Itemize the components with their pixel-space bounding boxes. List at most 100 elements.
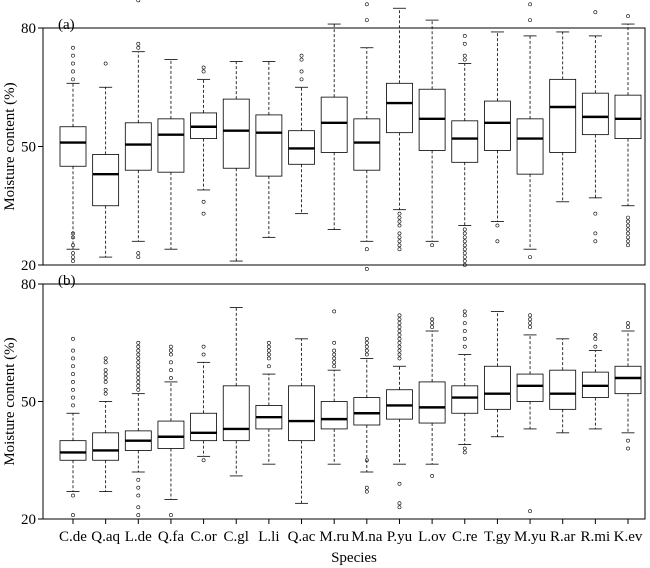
panel-b-box-m-na-outlier bbox=[364, 344, 369, 349]
panel-b-box-q-fa-outlier bbox=[169, 376, 173, 380]
panel-b-box-q-fa-iqr bbox=[157, 420, 185, 449]
panel-b-box-l-de-outlier bbox=[136, 485, 141, 490]
panel-a-box-l-de-outlier bbox=[136, 255, 141, 260]
panel-b-ytick-label: 50 bbox=[21, 395, 36, 411]
panel-b-box-r-ar-iqr bbox=[549, 369, 577, 410]
panel-b-box-p-yu-outlier bbox=[397, 325, 402, 329]
panel-a-box-c-re-outlier bbox=[462, 259, 467, 263]
panel-a-box-l-de-iqr bbox=[124, 122, 152, 171]
panel-b-box-c-re-outlier bbox=[462, 336, 467, 341]
panel-b-box-k-ev-outlier bbox=[626, 438, 630, 443]
panel-b-box-p-yu-outlier bbox=[397, 501, 402, 506]
panel-a-box-c-re-outlier bbox=[462, 247, 467, 252]
panel-a-box-c-gl-iqr bbox=[222, 98, 250, 169]
panel-b-label: (b) bbox=[58, 273, 76, 289]
panel-b-xtick-label: R.ar bbox=[550, 529, 575, 545]
panel-b-xtick-label: L.li bbox=[258, 529, 279, 545]
panel-a-box-q-aq-iqr bbox=[92, 153, 120, 207]
panel-b-xtick-label: R.mi bbox=[581, 529, 611, 545]
panel-b-box-c-re-outlier bbox=[462, 321, 467, 326]
panel-b-xtick-label: P.yu bbox=[387, 529, 413, 545]
panel-b-xtick-label: C.gl bbox=[224, 529, 249, 545]
panel-b-box-m-na-outlier bbox=[364, 489, 369, 494]
panel-b-box-p-yu-outlier bbox=[397, 505, 402, 510]
panel-b-box-k-ev-outlier bbox=[626, 446, 630, 451]
panel-b-box-p-yu-outlier bbox=[397, 333, 402, 337]
panel-b-box-p-yu-outlier bbox=[397, 481, 402, 486]
panel-b-box-q-fa-outlier bbox=[169, 360, 173, 365]
panel-a-box-p-yu-outlier bbox=[397, 211, 402, 216]
panel-a-box-c-or-outlier bbox=[201, 69, 206, 74]
panel-a-box-p-yu-iqr bbox=[386, 82, 413, 134]
panel-a-box-l-de-outlier bbox=[136, 41, 141, 46]
panel-b-box-m-na-outlier bbox=[364, 485, 369, 490]
panel-b-box-q-aq-outlier bbox=[103, 387, 108, 392]
panel-b-box-m-na-outlier bbox=[364, 348, 369, 353]
panel-b-box-l-de-outlier bbox=[136, 493, 141, 498]
panel-b-box-c-gl-iqr bbox=[222, 385, 250, 442]
panel-b-box-p-yu-outlier bbox=[397, 329, 402, 333]
panel-b-box-m-ru-outlier bbox=[332, 364, 337, 369]
panel-b-box-m-yu-outlier bbox=[528, 317, 532, 322]
panel-b-box-r-mi-outlier bbox=[593, 344, 598, 349]
panel-b-box-l-ov-outlier bbox=[430, 317, 435, 322]
panel-b-box-l-ov-outlier bbox=[430, 325, 435, 329]
panel-a-box-c-de-outlier bbox=[71, 243, 75, 248]
panel-a-box-c-re-iqr bbox=[451, 120, 479, 163]
panel-a-box-c-re-outlier bbox=[462, 57, 467, 62]
panel-b-box-q-aq-outlier bbox=[103, 376, 108, 380]
panel-a-box-l-ov-outlier bbox=[430, 243, 435, 248]
panel-b-xtick-label: C.re bbox=[452, 529, 478, 545]
panel-a-box-q-ac-outlier bbox=[299, 53, 304, 58]
panel-b-box-l-de-outlier bbox=[136, 505, 141, 510]
panel-b-box-c-de-outlier bbox=[71, 380, 75, 384]
panel-a-box-c-de-outlier bbox=[71, 69, 75, 74]
panel-a-box-p-yu-outlier bbox=[397, 219, 402, 224]
panel-a-box-p-yu-outlier bbox=[397, 231, 402, 236]
panel-b-box-l-li-outlier bbox=[266, 344, 271, 349]
panel-b-box-q-aq-outlier bbox=[103, 391, 108, 396]
panel-a-box-r-mi-outlier bbox=[593, 10, 598, 15]
panel-b-xtick-label: C.de bbox=[59, 529, 87, 545]
panel-a-box-k-ev-outlier bbox=[626, 223, 630, 228]
panel-b-box-c-re-outlier bbox=[462, 329, 467, 333]
panel-a-box-c-re-outlier bbox=[462, 227, 467, 232]
panel-b-box-q-aq-outlier bbox=[103, 368, 108, 373]
panel-a-box-c-re-outlier bbox=[462, 251, 467, 256]
panel-b-box-l-de-outlier bbox=[136, 383, 141, 388]
panel-b-box-k-ev-outlier bbox=[626, 325, 630, 329]
panel-b-box-p-yu-outlier bbox=[397, 336, 402, 341]
panel-b-xtick-label: Q.fa bbox=[158, 529, 185, 545]
panel-b-box-l-li-outlier bbox=[266, 340, 271, 345]
panel-b-box-m-na-outlier bbox=[364, 340, 369, 345]
panel-b-box-c-de-outlier bbox=[71, 395, 75, 400]
panel-a-box-r-mi-outlier bbox=[593, 231, 598, 236]
panel-b-box-t-gy-iqr bbox=[484, 365, 511, 410]
panel-b-box-c-re-outlier bbox=[462, 344, 467, 349]
panel-b-box-c-or-outlier bbox=[201, 352, 206, 357]
panel-b-xtick-label: L.de bbox=[125, 529, 152, 545]
panel-a-box-m-na-outlier bbox=[364, 267, 369, 271]
panel-b-box-c-or-outlier bbox=[201, 458, 206, 463]
panel-b-box-l-li-outlier bbox=[266, 352, 271, 357]
panel-b-box-q-fa-outlier bbox=[169, 352, 173, 357]
panel-b-box-p-yu-outlier bbox=[397, 340, 402, 345]
panel-b-xlabel: Species bbox=[331, 550, 377, 566]
panel-b-box-q-fa-outlier bbox=[169, 344, 173, 349]
panel-b-box-m-yu-outlier bbox=[528, 325, 532, 329]
panel-b-box-k-ev-outlier bbox=[626, 321, 630, 326]
panel-b-box-q-ac-iqr bbox=[288, 385, 315, 442]
panel-b-xtick-label: M.ru bbox=[319, 529, 349, 545]
panel-a-box-q-ac-outlier bbox=[299, 57, 304, 62]
panel-a-box-k-ev-outlier bbox=[626, 14, 630, 19]
panel-b-box-c-de-outlier bbox=[71, 387, 75, 392]
panel-a-ylabel: Moisture content (%) bbox=[2, 82, 18, 210]
panel-b-box-l-ov-outlier bbox=[430, 474, 435, 478]
panel-b-box-l-de-outlier bbox=[136, 372, 141, 376]
panel-b-box-c-de-outlier bbox=[71, 513, 75, 517]
panel-b-box-p-yu-outlier bbox=[397, 313, 402, 318]
panel-b-xtick-label: Q.ac bbox=[288, 529, 316, 545]
panel-b-box-q-aq-outlier bbox=[103, 380, 108, 384]
panel-b-box-r-mi-outlier bbox=[593, 336, 598, 341]
panel-a-box-c-de-outlier bbox=[71, 45, 75, 50]
